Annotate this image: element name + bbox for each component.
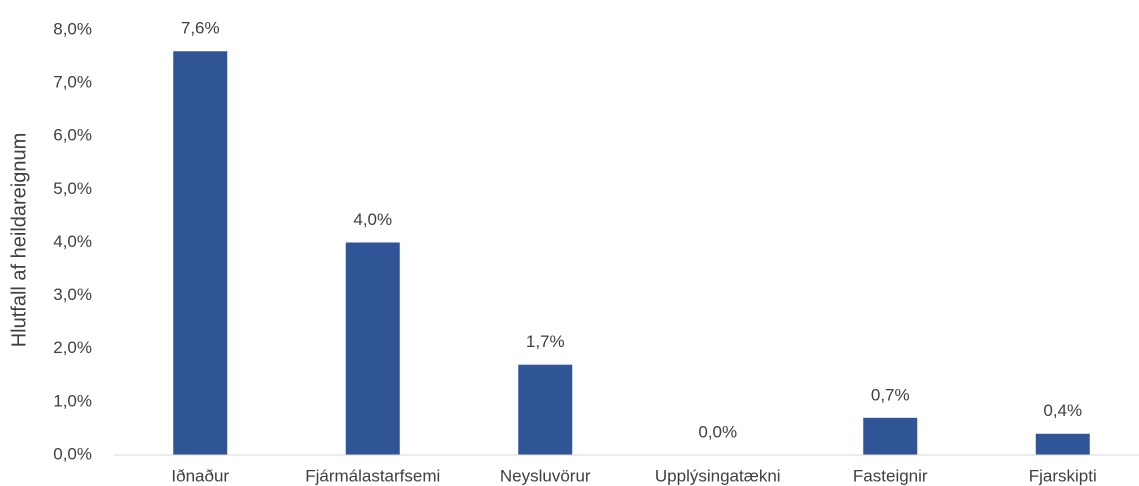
y-tick-label: 2,0% [53,338,92,357]
x-tick-label: Iðnaður [171,466,229,485]
bar [345,242,400,455]
x-tick-label: Fasteignir [853,466,928,485]
y-tick-label: 8,0% [53,19,92,38]
bar [173,51,228,455]
y-tick-label: 3,0% [53,285,92,304]
x-tick-label: Upplýsingatækni [655,466,781,485]
data-label: 1,7% [526,332,565,351]
y-tick-label: 1,0% [53,391,92,410]
y-tick-label: 5,0% [53,179,92,198]
data-label: 4,0% [353,210,392,229]
y-axis-title: Hlutfall af heildareignum [8,133,30,348]
x-tick-label: Fjarskipti [1029,466,1097,485]
data-label: 0,0% [698,422,737,441]
y-tick-label: 7,0% [53,73,92,92]
bar [863,417,918,455]
bar [1035,433,1090,455]
y-tick-label: 6,0% [53,126,92,145]
data-label: 0,7% [871,385,910,404]
y-tick-label: 4,0% [53,232,92,251]
x-tick-label: Fjármálastarfsemi [305,466,440,485]
y-tick-label: 0,0% [53,444,92,463]
bar [518,364,573,455]
x-tick-label: Neysluvörur [500,466,591,485]
data-label: 7,6% [181,19,220,38]
data-label: 0,4% [1043,401,1082,420]
